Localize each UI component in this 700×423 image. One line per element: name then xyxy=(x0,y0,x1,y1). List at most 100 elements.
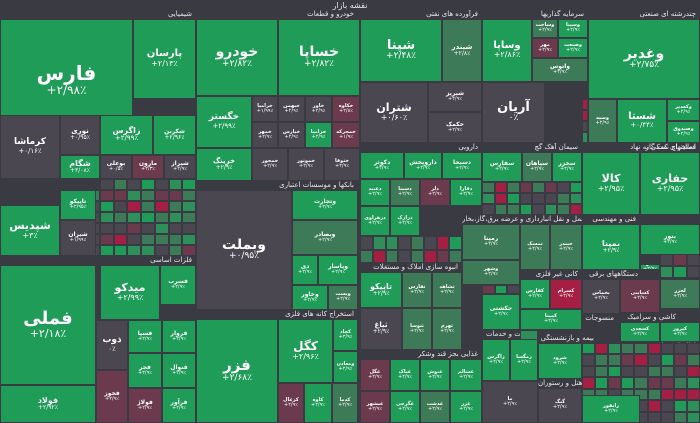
stock-tile-ghool[interactable]: غگل +۲/۹٪ xyxy=(360,359,390,391)
minor-stock-tile[interactable] xyxy=(482,182,495,193)
stock-tile-sfars[interactable]: سفارس +۲/۹٪ xyxy=(482,152,522,182)
minor-stock-tile[interactable] xyxy=(595,343,609,355)
minor-stock-tile[interactable] xyxy=(141,223,155,234)
minor-stock-tile[interactable] xyxy=(127,179,142,190)
minor-stock-tile[interactable] xyxy=(519,193,532,204)
stock-tile-shepdis[interactable]: شپدیس +۳٪ xyxy=(0,205,60,256)
minor-stock-tile[interactable] xyxy=(385,249,399,263)
stock-tile-shbandar[interactable]: شبندر +۲/۸٪ xyxy=(442,19,482,82)
minor-stock-tile[interactable] xyxy=(182,190,196,201)
minor-stock-tile[interactable] xyxy=(544,193,557,204)
minor-stock-tile[interactable] xyxy=(182,212,196,223)
minor-stock-tile[interactable] xyxy=(127,190,142,201)
stock-tile-khkamak[interactable]: خکاوه +۲/۸٪ xyxy=(332,96,360,122)
minor-stock-tile[interactable] xyxy=(660,400,674,412)
stock-tile-dzahravi[interactable]: دزهراوی +۲/۹٪ xyxy=(360,206,390,236)
stock-tile-kgol[interactable]: کگل +۲/۹۶٪ xyxy=(278,319,333,383)
minor-stock-tile[interactable] xyxy=(168,212,183,223)
minor-stock-tile[interactable] xyxy=(673,411,687,423)
minor-stock-tile[interactable] xyxy=(411,236,424,250)
minor-stock-tile[interactable] xyxy=(660,411,674,423)
sector-label-cement[interactable]: سیمان آهک گچ xyxy=(534,143,578,151)
minor-stock-tile[interactable] xyxy=(372,236,386,250)
minor-stock-tile[interactable] xyxy=(449,236,462,250)
stock-tile-tapiko[interactable]: تاپیکو +۲/۹۵٪ xyxy=(60,190,96,220)
sector-label-ceramic[interactable]: کاشی و سرامیک xyxy=(627,313,676,321)
sector-label-tech[interactable]: فنی و مهندسی xyxy=(592,215,636,223)
stock-tile-ghbshahr[interactable]: غبشهر +۲/۹٪ xyxy=(360,391,390,423)
minor-stock-tile[interactable] xyxy=(482,285,495,294)
minor-stock-tile[interactable] xyxy=(634,377,648,389)
minor-stock-tile[interactable] xyxy=(385,236,399,250)
sector-label-pharma[interactable]: دارویی xyxy=(458,143,478,151)
stock-tile-bnoor[interactable]: بنور +۲/۹٪ xyxy=(640,224,700,255)
minor-stock-tile[interactable] xyxy=(660,388,674,401)
stock-tile-dabidi[interactable]: دعبید +۲/۹٪ xyxy=(360,179,390,206)
minor-stock-tile[interactable] xyxy=(494,182,507,193)
stock-tile-pars[interactable]: پارسان +۲/۱۳٪ xyxy=(133,19,196,99)
sector-label-hotel[interactable]: هتل و رستوران xyxy=(538,379,582,387)
stock-tile-shekarn[interactable]: شکربن +۲/۹۶٪ xyxy=(153,115,196,155)
minor-stock-tile[interactable] xyxy=(482,204,495,215)
minor-stock-tile[interactable] xyxy=(660,365,674,378)
minor-stock-tile[interactable] xyxy=(100,190,114,201)
stock-tile-vkad[interactable]: وکغدیر +۲/۹٪ xyxy=(667,99,700,121)
minor-stock-tile[interactable] xyxy=(557,193,570,204)
stock-tile-khmehr[interactable]: خمحرکه +۱/۹٪ xyxy=(332,122,360,148)
minor-stock-tile[interactable] xyxy=(634,365,648,378)
minor-stock-tile[interactable] xyxy=(660,377,674,389)
minor-stock-tile[interactable] xyxy=(647,411,661,423)
sector-label-nonmetal[interactable]: کانی غیر فلزی xyxy=(535,270,578,278)
stock-tile-khtouq[interactable]: ختوقا +۲/۹٪ xyxy=(324,148,360,181)
minor-stock-tile[interactable] xyxy=(621,377,635,389)
stock-tile-tshahed[interactable]: ثشاهد +۲/۹٪ xyxy=(432,272,462,308)
stock-tile-kashi2[interactable]: کپرور +۲/۹٪ xyxy=(660,322,700,342)
minor-stock-tile[interactable] xyxy=(398,236,411,250)
stock-tile-kashi1[interactable]: کسعدی +۲/۹٪ xyxy=(620,322,660,342)
stock-tile-vsiha[interactable]: وسپه +۲/۹٪ xyxy=(588,99,617,143)
stock-tile-zmargh[interactable]: زمگسا +۲/۹٪ xyxy=(510,339,538,381)
minor-stock-tile[interactable] xyxy=(100,201,114,212)
stock-tile-fravar[interactable]: فروار +۲/۹٪ xyxy=(162,320,196,353)
minor-stock-tile[interactable] xyxy=(182,201,196,212)
minor-stock-tile[interactable] xyxy=(557,182,570,193)
stock-tile-aryan[interactable]: آریان ۰٪ xyxy=(482,82,545,143)
minor-stock-tile[interactable] xyxy=(182,223,196,234)
stock-tile-fnavard[interactable]: فنوال +۲/۹٪ xyxy=(162,353,196,388)
minor-stock-tile[interactable] xyxy=(582,121,588,132)
sector-label-house[interactable]: انبوه سازی املاک و مستغلات xyxy=(373,263,458,271)
minor-stock-tile[interactable] xyxy=(507,204,520,215)
stock-tile-vmaadan[interactable]: ومعادن +۲/۹٪ xyxy=(333,351,358,383)
minor-stock-tile[interactable] xyxy=(507,285,520,294)
minor-stock-tile[interactable] xyxy=(532,193,545,204)
sector-label-chem[interactable]: شیمیایی xyxy=(167,10,192,18)
minor-stock-tile[interactable] xyxy=(113,245,128,256)
stock-tile-dcosar[interactable]: دکوثر +۲/۹٪ xyxy=(360,152,404,179)
minor-stock-tile[interactable] xyxy=(634,354,648,366)
minor-stock-tile[interactable] xyxy=(141,212,155,223)
stock-tile-hotel1[interactable]: گنگ +۲/۹٪ xyxy=(538,388,582,423)
sector-label-food[interactable]: غذایی بجز قند وشکر xyxy=(417,350,478,358)
sector-label-agri[interactable]: زراعت و خدمات xyxy=(485,330,534,338)
minor-stock-tile[interactable] xyxy=(127,201,142,212)
stock-tile-kfars[interactable]: کفارس +۲/۹٪ xyxy=(520,279,550,309)
minor-stock-tile[interactable] xyxy=(647,343,661,355)
stock-tile-ghshahd[interactable]: قشهد+۲/۹٪ xyxy=(640,264,660,270)
minor-stock-tile[interactable] xyxy=(686,266,700,278)
minor-stock-tile[interactable] xyxy=(686,377,700,389)
stock-tile-kala[interactable]: کالا +۲/۹۵٪ xyxy=(582,152,640,215)
minor-stock-tile[interactable] xyxy=(168,179,183,190)
sector-label-mine[interactable]: استخراج کانه های فلزی xyxy=(285,310,354,318)
minor-stock-tile[interactable] xyxy=(113,190,128,201)
minor-stock-tile[interactable] xyxy=(154,179,169,190)
stock-tile-computer1[interactable]: رانفور +۲/۹٪ xyxy=(582,395,640,423)
minor-stock-tile[interactable] xyxy=(621,354,635,366)
minor-stock-tile[interactable] xyxy=(544,204,557,215)
stock-tile-fras[interactable]: فرآور +۲/۹٪ xyxy=(162,388,196,423)
stock-tile-thormoz[interactable]: ثهرم +۲/۹٪ xyxy=(432,308,462,350)
minor-stock-tile[interactable] xyxy=(113,234,128,245)
stock-tile-kermasha[interactable]: کرماشا +۰/۱۶٪ xyxy=(0,115,60,179)
stock-tile-fkhooz[interactable]: فخوز +۲/۹٪ xyxy=(96,370,128,423)
sector-label-transport[interactable]: حمل و نقل انبارداری و xyxy=(520,215,582,223)
minor-stock-tile[interactable] xyxy=(621,365,635,378)
